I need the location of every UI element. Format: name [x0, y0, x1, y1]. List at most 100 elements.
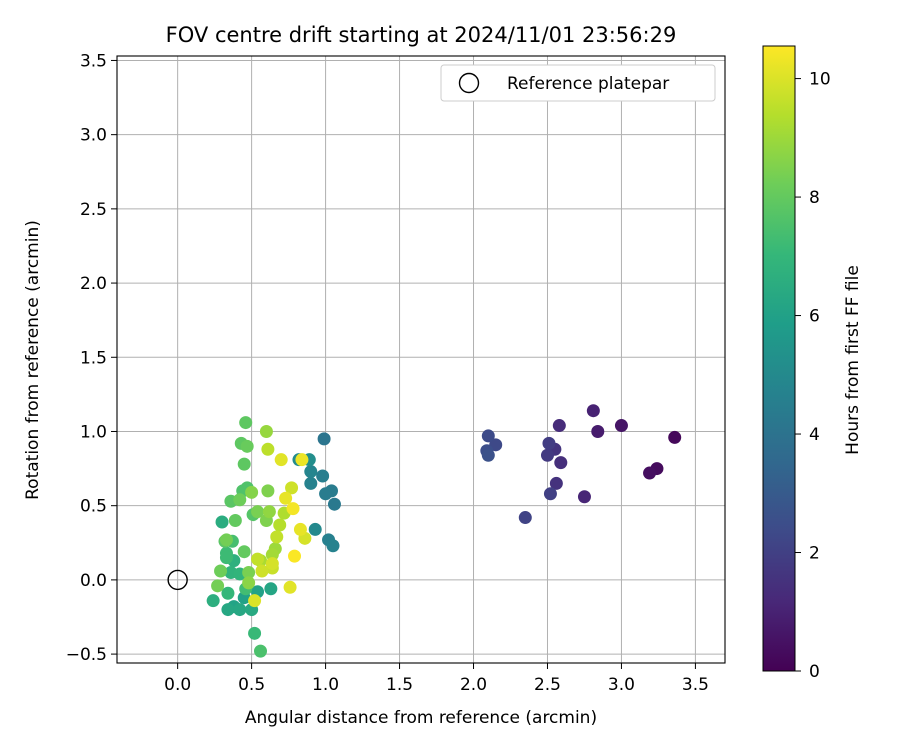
- scatter-point: [264, 582, 278, 596]
- colorbar-tick-label: 4: [809, 425, 820, 445]
- legend-marker-icon: [458, 72, 480, 94]
- scatter-point: [481, 448, 495, 462]
- chart-title: FOV centre drift starting at 2024/11/01 …: [166, 23, 677, 47]
- scatter-point: [248, 626, 262, 640]
- scatter-point: [242, 576, 256, 590]
- y-tick-label: −0.5: [66, 645, 107, 665]
- scatter-point: [265, 557, 279, 571]
- scatter-point: [518, 511, 532, 525]
- scatter-point: [283, 580, 297, 594]
- colorbar-tick-label: 0: [809, 662, 820, 682]
- y-tick-label: 0.5: [80, 497, 107, 517]
- scatter-point: [288, 549, 302, 563]
- x-tick-label: 1.0: [312, 675, 339, 695]
- scatter-point: [327, 497, 341, 511]
- scatter-point: [214, 564, 228, 578]
- scatter-point: [540, 448, 554, 462]
- scatter-point: [285, 481, 299, 495]
- scatter-point: [286, 502, 300, 516]
- scatter-point: [542, 436, 556, 450]
- x-tick-label: 1.5: [386, 675, 413, 695]
- scatter-point: [308, 522, 322, 536]
- y-tick-label: 1.0: [80, 422, 107, 442]
- y-tick-label: 1.5: [80, 348, 107, 368]
- scatter-point: [233, 493, 247, 507]
- scatter-point: [554, 456, 568, 470]
- scatter-point: [259, 424, 273, 438]
- colorbar-tick-label: 10: [809, 70, 831, 90]
- colorbar-ticks: 0 2 4 6 8 10: [795, 70, 831, 682]
- y-axis-label: Rotation from reference (arcmin): [23, 220, 43, 500]
- scatter-point: [293, 522, 307, 536]
- scatter-point: [255, 564, 269, 578]
- legend-box: [440, 64, 716, 102]
- y-axis-ticks: −0.5 0.0 0.5 1.0 1.5 2.0 2.5 3.0 3.5: [66, 51, 117, 665]
- grid-lines: [117, 56, 725, 663]
- x-tick-label: 0.5: [238, 675, 265, 695]
- scatter-point: [228, 514, 242, 528]
- scatter-point: [215, 515, 229, 529]
- scatter-point: [552, 419, 566, 433]
- scatter-points: [206, 404, 682, 658]
- scatter-point: [270, 530, 284, 544]
- scatter-point: [543, 487, 557, 501]
- scatter-point: [317, 432, 331, 446]
- scatter-point: [221, 603, 235, 617]
- scatter-point: [591, 424, 605, 438]
- colorbar-gradient: [762, 45, 796, 672]
- scatter-point: [273, 518, 287, 532]
- scatter-point: [668, 430, 682, 444]
- scatter-point: [295, 453, 309, 467]
- colorbar-tick-label: 2: [809, 544, 820, 564]
- x-axis-label: Angular distance from reference (arcmin): [245, 708, 597, 728]
- colorbar-tick-label: 6: [809, 307, 820, 327]
- y-tick-label: 2.5: [80, 200, 107, 220]
- y-tick-label: 0.0: [80, 571, 107, 591]
- scatter-point: [248, 594, 262, 608]
- reference-platepar-marker: [167, 569, 188, 591]
- x-tick-label: 2.5: [534, 675, 561, 695]
- scatter-point: [265, 548, 279, 562]
- scatter-point: [549, 476, 563, 490]
- scatter-point: [319, 487, 333, 501]
- scatter-point: [237, 545, 251, 559]
- scatter-point: [304, 476, 318, 490]
- scatter-point: [253, 644, 267, 658]
- scatter-point: [242, 565, 256, 579]
- colorbar-label: Hours from first FF file: [843, 265, 863, 455]
- colorbar-tick-label: 8: [809, 188, 820, 208]
- x-tick-label: 3.0: [608, 675, 635, 695]
- x-axis-ticks: 0.0 0.5 1.0 1.5 2.0 2.5 3.0 3.5: [164, 663, 709, 695]
- y-tick-label: 3.0: [80, 126, 107, 146]
- scatter-point: [481, 429, 495, 443]
- scatter-point: [274, 453, 288, 467]
- scatter-point: [219, 551, 233, 565]
- scatter-point: [221, 586, 235, 600]
- scatter-point: [586, 404, 600, 418]
- scatter-point: [219, 533, 233, 547]
- plot-area: [117, 56, 725, 663]
- x-tick-label: 0.0: [164, 675, 191, 695]
- scatter-point: [237, 457, 251, 471]
- y-tick-label: 2.0: [80, 274, 107, 294]
- scatter-point: [239, 416, 253, 430]
- scatter-point: [251, 552, 265, 566]
- legend-label: Reference platepar: [507, 74, 669, 94]
- scatter-point: [211, 579, 225, 593]
- plot-frame: [116, 55, 726, 664]
- x-tick-label: 3.5: [682, 675, 709, 695]
- scatter-point: [279, 491, 293, 505]
- scatter-point: [261, 442, 275, 456]
- scatter-point: [251, 505, 265, 519]
- x-tick-label: 2.0: [460, 675, 487, 695]
- colorbar: 0 2 4 6 8 10 Hours from first FF file: [762, 45, 863, 682]
- scatter-point: [643, 466, 657, 480]
- scatter-point: [261, 484, 275, 498]
- legend: Reference platepar: [440, 64, 716, 102]
- scatter-point: [316, 469, 330, 483]
- scatter-point: [262, 505, 276, 519]
- scatter-point: [240, 439, 254, 453]
- scatter-point: [304, 465, 318, 479]
- scatter-point: [233, 603, 247, 617]
